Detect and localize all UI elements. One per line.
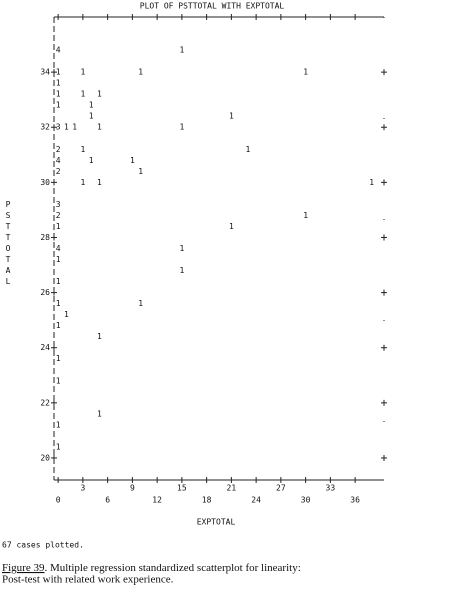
point-count: 1 — [64, 123, 69, 132]
point-count: 1 — [97, 332, 102, 341]
caption-text: Post-test with related work experience. — [2, 574, 174, 586]
x-tick-label: 0 — [56, 496, 61, 505]
x-tick-label: 33 — [326, 484, 336, 493]
point-count: 1 — [89, 156, 94, 165]
point-count: 1 — [80, 68, 85, 77]
point-count: 1 — [56, 255, 61, 264]
x-tick-label: 15 — [177, 484, 187, 493]
x-tick-label: 36 — [350, 496, 360, 505]
point-count: 3 — [56, 123, 61, 132]
y-tick-label: 26 — [40, 288, 50, 297]
point-count: 4 — [56, 46, 61, 55]
point-count: 2 — [56, 145, 61, 154]
point-count: 1 — [56, 68, 61, 77]
point-count: 1 — [179, 266, 184, 275]
point-count: 1 — [56, 354, 61, 363]
x-tick-label: 21 — [227, 484, 237, 493]
x-tick-label: 6 — [105, 496, 110, 505]
point-count: 1 — [56, 299, 61, 308]
caption-text: . Multiple regression standardized scatt… — [44, 562, 300, 574]
y-tick-label: 34 — [40, 68, 50, 77]
point-count: 2 — [56, 211, 61, 220]
point-count: 1 — [72, 123, 77, 132]
point-count: 1 — [56, 222, 61, 231]
y-tick-label: 30 — [40, 178, 50, 187]
point-count: 1 — [138, 68, 143, 77]
caption-label: Figure 39 — [2, 562, 45, 574]
point-count: 1 — [80, 178, 85, 187]
point-count: 1 — [56, 90, 61, 99]
point-count: 1 — [56, 277, 61, 286]
point-count: 1 — [303, 211, 308, 220]
y-tick-label: 20 — [40, 453, 50, 462]
point-count: 1 — [97, 90, 102, 99]
x-tick-label: 30 — [301, 496, 311, 505]
y-tick-label: 22 — [40, 398, 50, 407]
point-count: 1 — [245, 145, 250, 154]
x-tick-label: 24 — [251, 496, 261, 505]
point-count: 1 — [138, 167, 143, 176]
x-tick-label: 12 — [152, 496, 162, 505]
point-count: 1 — [138, 299, 143, 308]
point-count: 1 — [130, 156, 135, 165]
point-count: 1 — [80, 90, 85, 99]
point-count: 1 — [56, 420, 61, 429]
point-count: 1 — [97, 178, 102, 187]
footnote: 67 cases plotted. — [2, 541, 84, 550]
point-count: 4 — [56, 156, 61, 165]
y-tick-label: 24 — [40, 343, 50, 352]
point-count: 4 — [56, 244, 61, 253]
point-count: 1 — [179, 46, 184, 55]
x-tick-label: 27 — [276, 484, 286, 493]
point-count: 1 — [56, 101, 61, 110]
point-count: 1 — [97, 123, 102, 132]
point-count: 1 — [56, 376, 61, 385]
y-tick-label: 32 — [40, 123, 50, 132]
point-count: 1 — [303, 68, 308, 77]
point-count: 1 — [179, 244, 184, 253]
point-count: 1 — [229, 112, 234, 121]
x-axis-title: EXPTOTAL — [197, 518, 236, 527]
point-count: 1 — [89, 101, 94, 110]
point-count: 1 — [229, 222, 234, 231]
caption: Figure 39. Multiple regression standardi… — [2, 562, 301, 574]
point-count: 1 — [56, 79, 61, 88]
x-tick-label: 9 — [130, 484, 135, 493]
point-count: 1 — [64, 310, 69, 319]
y-tick-label: 28 — [40, 233, 50, 242]
point-count: 1 — [56, 442, 61, 451]
point-count: 1 — [369, 178, 374, 187]
chart-title: PLOT OF PSTTOTAL WITH EXPTOTAL — [140, 2, 285, 11]
point-count: 1 — [97, 409, 102, 418]
point-count: 1 — [80, 145, 85, 154]
x-tick-label: 18 — [202, 496, 212, 505]
point-count: 3 — [56, 200, 61, 209]
point-count: 1 — [56, 321, 61, 330]
point-count: 2 — [56, 167, 61, 176]
point-count: 1 — [89, 112, 94, 121]
point-count: 1 — [179, 123, 184, 132]
x-tick-label: 3 — [80, 484, 85, 493]
